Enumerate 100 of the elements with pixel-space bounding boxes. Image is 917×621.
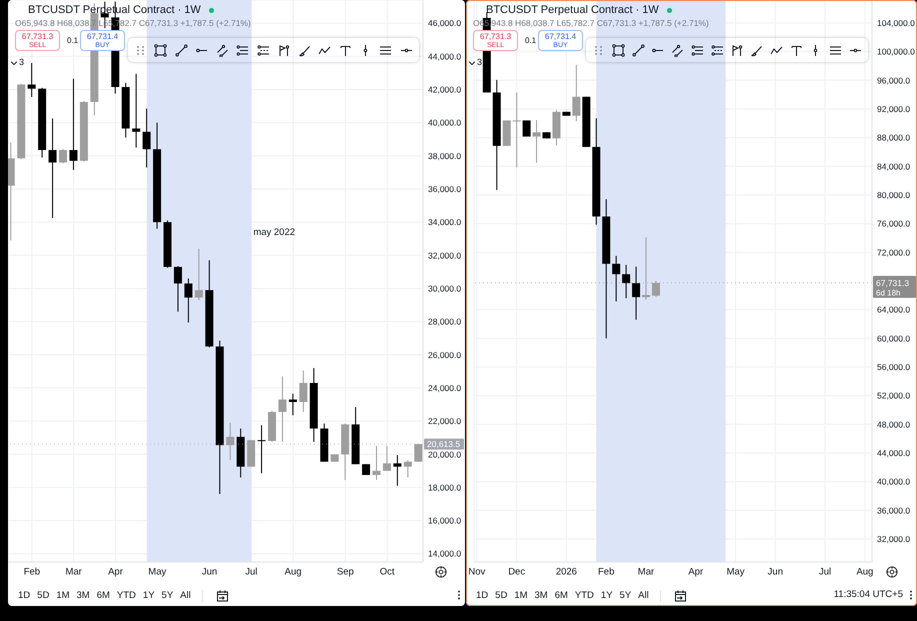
- text: All: [180, 590, 191, 602]
- y-tick-label: 32,000.0: [428, 250, 462, 260]
- text: 1Y: [600, 590, 613, 602]
- candlestick: [48, 118, 57, 219]
- annotation: 67,731.4: [544, 32, 578, 41]
- candlestick: [184, 278, 192, 323]
- ref-line-label: 20,613.5: [427, 439, 460, 450]
- x-tick-label: Aug: [856, 566, 874, 578]
- y-tick-label: 42,000.0: [428, 84, 462, 95]
- x-tick-label: Jun: [202, 566, 218, 578]
- x-tick-label: Jun: [768, 566, 784, 578]
- x-tick-label: Apr: [108, 566, 123, 578]
- text: 1D: [476, 590, 488, 602]
- y-tick-label: 48,000.0: [877, 419, 910, 430]
- candlestick: [226, 422, 234, 461]
- x-tick-label: Sep: [336, 566, 354, 578]
- band-label: may 2022: [253, 226, 296, 238]
- text: YTD: [574, 590, 594, 602]
- y-tick-label: 30,000.0: [428, 283, 462, 294]
- text: All: [638, 590, 649, 602]
- x-tick-label: Mar: [638, 566, 654, 578]
- annotation: 3: [477, 57, 482, 68]
- text: 1M: [514, 590, 528, 602]
- y-tick-label: 32,000.0: [877, 534, 910, 544]
- x-tick-label: Jul: [819, 566, 832, 578]
- text: 6d 18h: [876, 288, 900, 298]
- annotation: 67,731.3: [20, 32, 54, 41]
- text: 3M: [534, 590, 548, 602]
- candlestick: [382, 445, 391, 472]
- candlestick: [299, 370, 308, 412]
- x-tick-label: May: [726, 566, 745, 578]
- y-tick-label: 16,000.0: [428, 516, 462, 526]
- y-tick-label: 20,000.0: [428, 449, 462, 460]
- text: 1Y: [142, 590, 155, 602]
- annotation: 67,731.4: [86, 32, 120, 41]
- y-tick-label: 14,000.0: [428, 548, 462, 559]
- y-tick-label: 34,000.0: [428, 217, 462, 228]
- y-tick-label: 84,000.0: [877, 161, 910, 172]
- y-tick-label: 24,000.0: [428, 382, 462, 393]
- y-tick-label: 46,000.0: [428, 18, 462, 28]
- candlestick: [642, 236, 650, 300]
- y-tick-label: 36,000.0: [428, 184, 462, 194]
- candlestick: [632, 266, 640, 320]
- text: YTD: [116, 590, 136, 602]
- candlestick: [194, 248, 203, 301]
- y-tick-label: 22,000.0: [428, 416, 462, 426]
- candlestick: [532, 120, 541, 164]
- candlestick: [512, 92, 521, 168]
- chart-title: BTCUSDT Perpetual Contract · 1W: [486, 4, 659, 17]
- x-tick-label: Aug: [284, 566, 302, 578]
- x-tick-label: Feb: [24, 566, 40, 578]
- text: 6M: [554, 590, 568, 602]
- annotation: 67,731.3: [478, 32, 512, 41]
- y-tick-label: 26,000.0: [428, 350, 462, 360]
- candlestick: [59, 148, 68, 164]
- y-tick-label: 88,000.0: [877, 132, 910, 143]
- text: 5D: [37, 590, 50, 602]
- ref-line-label: 67,731.3: [876, 278, 910, 288]
- annotation: 0.1: [525, 36, 536, 46]
- candlestick: [652, 280, 660, 298]
- y-tick-label: 92,000.0: [877, 104, 910, 114]
- text: 5Y: [162, 590, 174, 602]
- y-tick-label: 44,000.0: [428, 51, 462, 62]
- candlestick: [142, 108, 151, 168]
- y-tick-label: 96,000.0: [877, 75, 910, 86]
- text: 5Y: [620, 590, 632, 602]
- candlestick: [362, 464, 370, 476]
- y-tick-label: 60,000.0: [877, 333, 910, 344]
- candlestick: [174, 266, 182, 312]
- y-tick-label: 28,000.0: [428, 316, 462, 327]
- text: 5D: [495, 590, 508, 602]
- x-tick-label: Feb: [598, 566, 614, 578]
- y-tick-label: 56,000.0: [877, 362, 910, 372]
- x-tick-label: Jul: [245, 566, 258, 578]
- text: 1M: [56, 590, 70, 602]
- annotation: 3: [19, 57, 24, 68]
- x-tick-label: Nov: [468, 566, 486, 578]
- text: 11:35:04 UTC+5: [834, 589, 903, 601]
- candlestick: [572, 64, 580, 122]
- y-tick-label: 76,000.0: [877, 218, 910, 229]
- y-tick-label: 18,000.0: [428, 482, 462, 492]
- candlestick: [372, 445, 380, 480]
- candlestick: [132, 73, 140, 148]
- x-tick-label: Dec: [508, 566, 526, 578]
- y-tick-label: 40,000.0: [428, 118, 462, 128]
- y-tick-label: 64,000.0: [877, 304, 910, 315]
- candlestick: [622, 264, 630, 299]
- text: 6M: [96, 590, 110, 602]
- text: 3M: [76, 590, 90, 602]
- text: 1D: [18, 590, 30, 602]
- y-tick-label: 36,000.0: [877, 505, 910, 516]
- y-tick-label: 52,000.0: [877, 390, 910, 401]
- y-tick-label: 44,000.0: [877, 448, 910, 458]
- y-tick-label: 80,000.0: [877, 190, 910, 200]
- y-tick-label: 100,000.0: [877, 46, 916, 57]
- candlestick: [612, 255, 620, 302]
- x-tick-label: Mar: [65, 566, 82, 578]
- candlestick: [404, 460, 412, 478]
- y-tick-label: 104,000.0: [877, 18, 916, 28]
- x-tick-label: May: [148, 566, 166, 578]
